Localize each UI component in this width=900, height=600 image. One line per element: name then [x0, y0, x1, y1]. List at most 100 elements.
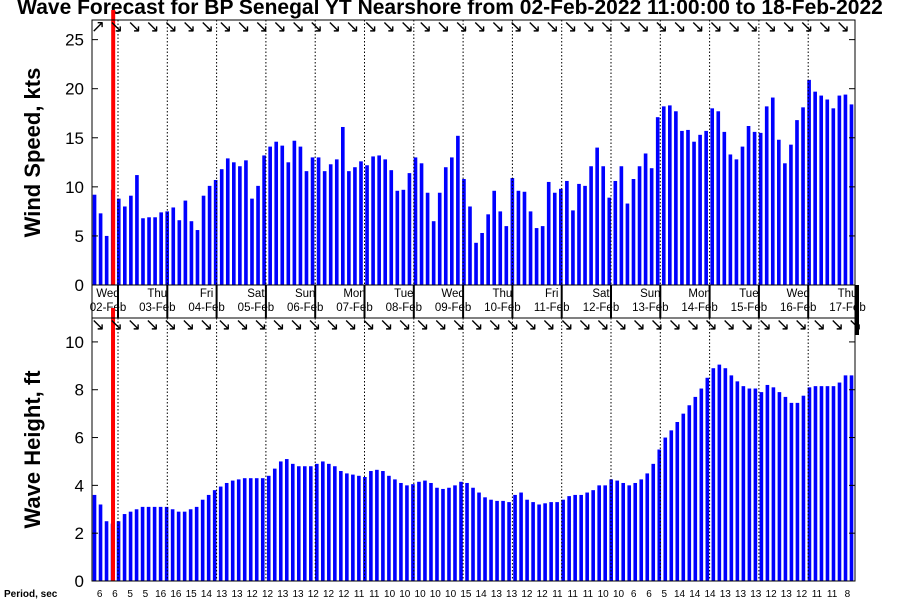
period-label: 13: [231, 589, 243, 600]
bar: [722, 131, 727, 285]
bar: [492, 190, 497, 285]
bar: [489, 499, 493, 581]
direction-arrow: ↘: [830, 315, 844, 334]
bar: [843, 375, 848, 581]
day-label-strip: Wed 02-Feb Thu 03-Feb Fri 04-Feb Sat 05-Feb Sun 0…: [90, 284, 866, 335]
bar: [555, 502, 559, 581]
bar: [201, 195, 206, 285]
bar: [371, 156, 375, 285]
direction-arrow: ↘: [433, 315, 447, 334]
bar: [552, 192, 557, 285]
bar: [290, 463, 295, 581]
bar: [603, 485, 607, 581]
bar: [669, 430, 674, 581]
bar: [411, 484, 415, 581]
bar: [399, 482, 403, 581]
direction-arrow: ↘: [345, 17, 359, 36]
date-label: 17-Feb: [829, 302, 865, 314]
direction-arrow: ↘: [163, 315, 177, 334]
bar: [807, 79, 811, 286]
direction-arrow: ↘: [109, 17, 123, 36]
direction-arrow: ↘: [812, 315, 826, 334]
bar: [456, 135, 460, 285]
period-label: 11: [568, 589, 579, 600]
bar: [741, 386, 746, 581]
date-label: 08-Feb: [386, 302, 422, 314]
bar: [207, 185, 212, 285]
bar: [177, 220, 182, 285]
bar: [459, 481, 463, 581]
period-label: 13: [720, 589, 732, 600]
bar: [256, 185, 260, 285]
bar: [559, 188, 563, 285]
direction-arrow: ↘: [523, 315, 537, 334]
bar: [189, 221, 194, 285]
bar: [585, 492, 589, 581]
direction-arrow: ↘: [776, 315, 790, 334]
bar: [609, 479, 613, 581]
bar: [661, 106, 666, 286]
y-tick-label: 6: [75, 429, 84, 448]
direction-arrow: ↘: [145, 315, 159, 334]
direction-arrow: ↘: [454, 17, 468, 36]
bar: [752, 131, 757, 285]
bar: [383, 159, 388, 285]
bar: [710, 108, 715, 285]
bar: [286, 162, 291, 285]
bar: [699, 388, 704, 581]
period-label: 10: [399, 589, 411, 600]
bar: [819, 386, 824, 581]
period-label: 11: [827, 589, 838, 600]
direction-arrow: ↘: [418, 17, 432, 36]
plot-frame: [91, 317, 856, 582]
direction-arrow: ↘: [182, 17, 196, 36]
bar: [528, 211, 533, 285]
direction-arrow: ↘: [491, 17, 505, 36]
bar: [649, 168, 654, 285]
bar: [419, 163, 424, 285]
direction-arrow: ↘: [363, 17, 377, 36]
bar: [657, 449, 662, 581]
day-name-label: Tue: [739, 288, 758, 300]
bar: [627, 485, 632, 581]
period-label: 6: [97, 589, 103, 600]
bar: [212, 490, 217, 581]
bar: [513, 494, 517, 581]
bar: [140, 506, 145, 581]
period-label: 12: [521, 589, 533, 600]
period-label: 12: [796, 589, 808, 600]
bar: [729, 375, 734, 581]
bar: [147, 217, 151, 285]
bar: [134, 509, 139, 581]
period-label: 10: [415, 589, 427, 600]
period-label: 6: [631, 589, 637, 600]
bar: [510, 178, 515, 285]
bar: [637, 166, 642, 285]
direction-arrow: ↘: [636, 17, 650, 36]
bar: [813, 386, 818, 581]
bar: [486, 214, 490, 285]
date-label: 05-Feb: [238, 302, 274, 314]
direction-arrow: ↘: [217, 315, 231, 334]
period-label: 15: [460, 589, 472, 600]
bar: [601, 166, 606, 285]
direction-arrow: ↘: [325, 315, 339, 334]
bar: [498, 211, 503, 285]
bar: [322, 171, 327, 285]
bar: [759, 392, 764, 581]
bar: [687, 405, 692, 581]
bar: [328, 164, 333, 285]
bar: [711, 368, 716, 581]
direction-arrow: ↘: [618, 17, 632, 36]
period-label: 13: [750, 589, 762, 600]
bar: [577, 183, 581, 285]
bar: [495, 500, 499, 581]
bar: [522, 191, 527, 285]
period-label: 13: [506, 589, 518, 600]
bar: [407, 173, 412, 285]
bar: [242, 478, 247, 581]
bar: [795, 402, 800, 581]
date-label: 10-Feb: [484, 302, 520, 314]
bar: [573, 494, 577, 581]
